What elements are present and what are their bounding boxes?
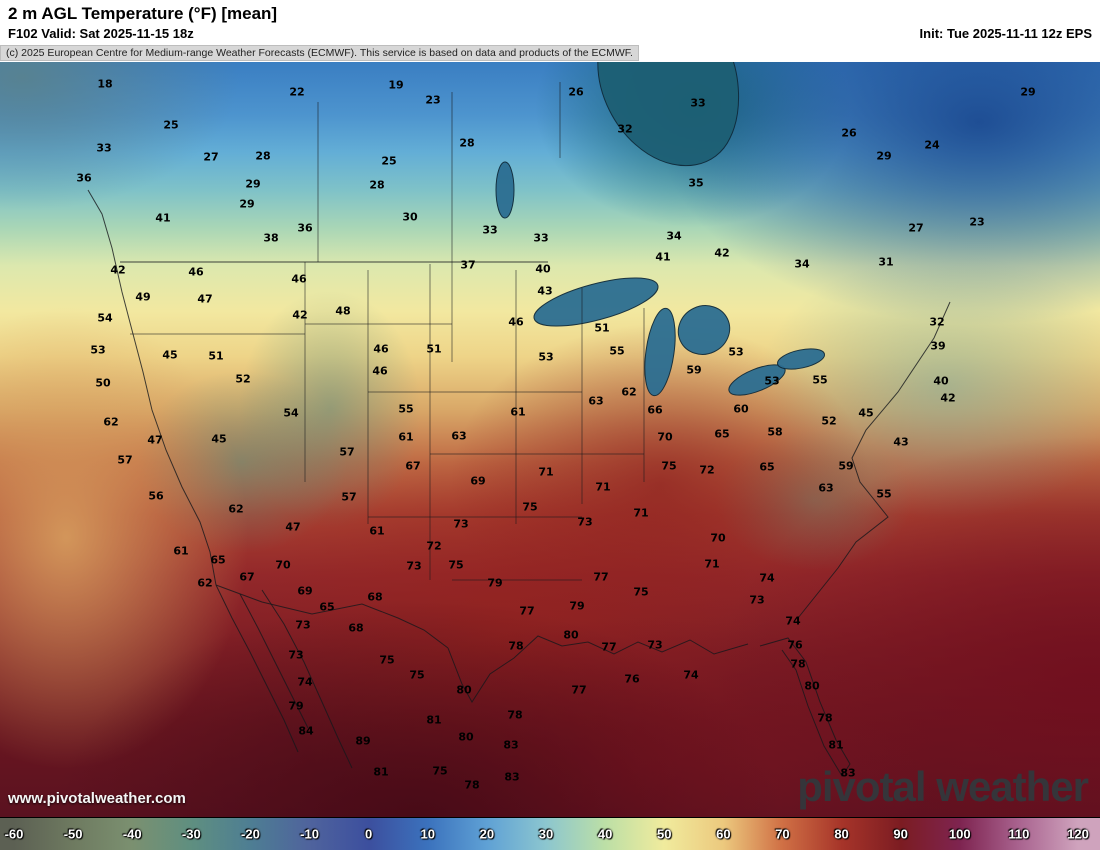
gulf-coastline (447, 635, 749, 703)
colorbar-tick: 30 (538, 826, 554, 842)
baja-coastline (215, 584, 299, 753)
colorbar-tick: 70 (775, 826, 790, 842)
valid-time: F102 Valid: Sat 2025-11-15 18z (8, 26, 194, 41)
temperature-map: www.pivotalweather.com pivotal weather (0, 62, 1100, 817)
init-time: Init: Tue 2025-11-11 12z EPS (919, 26, 1092, 41)
province-borders (317, 82, 561, 264)
colorbar-tick: 20 (479, 826, 495, 842)
colorbar-tick: -10 (300, 826, 319, 842)
colorbar-tick: -50 (63, 826, 83, 842)
colorbar-tick: -20 (241, 826, 260, 842)
run-info-row: F102 Valid: Sat 2025-11-15 18z Init: Tue… (0, 24, 1100, 41)
colorbar-tick: 60 (716, 826, 731, 842)
atlantic-coastline (797, 301, 951, 619)
colorbar-tick: 10 (420, 826, 435, 842)
florida-coastline (759, 637, 851, 777)
colorbar-tick: 100 (948, 826, 971, 842)
map-borders (87, 62, 951, 777)
gulf-of-california-coastline (239, 593, 309, 729)
colorbar-tick: 120 (1067, 826, 1089, 842)
copyright-notice: (c) 2025 European Centre for Medium-rang… (0, 45, 639, 61)
mexico-coastline (261, 589, 353, 769)
pacific-coastline (87, 189, 217, 586)
page-title: 2 m AGL Temperature (°F) [mean] (8, 4, 278, 23)
state-borders-horizontal (130, 323, 644, 581)
colorbar-tick: 50 (656, 826, 672, 842)
watermark: www.pivotalweather.com (8, 790, 186, 807)
colorbar-tick: -40 (122, 826, 142, 842)
pivotal-weather-logo: pivotal weather (797, 763, 1089, 810)
lake-winnipeg-shape (495, 161, 515, 219)
us-mexico-border (215, 584, 449, 649)
hudson-bay-shape (597, 62, 739, 167)
lake-michigan-shape (644, 307, 676, 397)
lake-huron-shape (677, 305, 731, 355)
colorbar-tick: 110 (1008, 826, 1030, 842)
colorbar-tick: 80 (834, 826, 849, 842)
lake-superior-shape (533, 277, 659, 327)
map-header: 2 m AGL Temperature (°F) [mean] F102 Val… (0, 0, 1100, 62)
colorbar-tick: 40 (597, 826, 613, 842)
lake-ontario-shape (776, 348, 826, 370)
colorbar-tick: -30 (181, 826, 201, 842)
colorbar-tick: -60 (4, 826, 24, 842)
copyright-bar: (c) 2025 European Centre for Medium-rang… (0, 41, 1100, 61)
colorbar: -60 -50 -40 -30 -20 -10 0 10 20 30 40 50 60 70 80 90 100… (0, 817, 1100, 850)
state-borders-vertical (304, 262, 645, 580)
colorbar-tick: 90 (893, 826, 908, 842)
colorbar-tick: 0 (365, 826, 373, 842)
